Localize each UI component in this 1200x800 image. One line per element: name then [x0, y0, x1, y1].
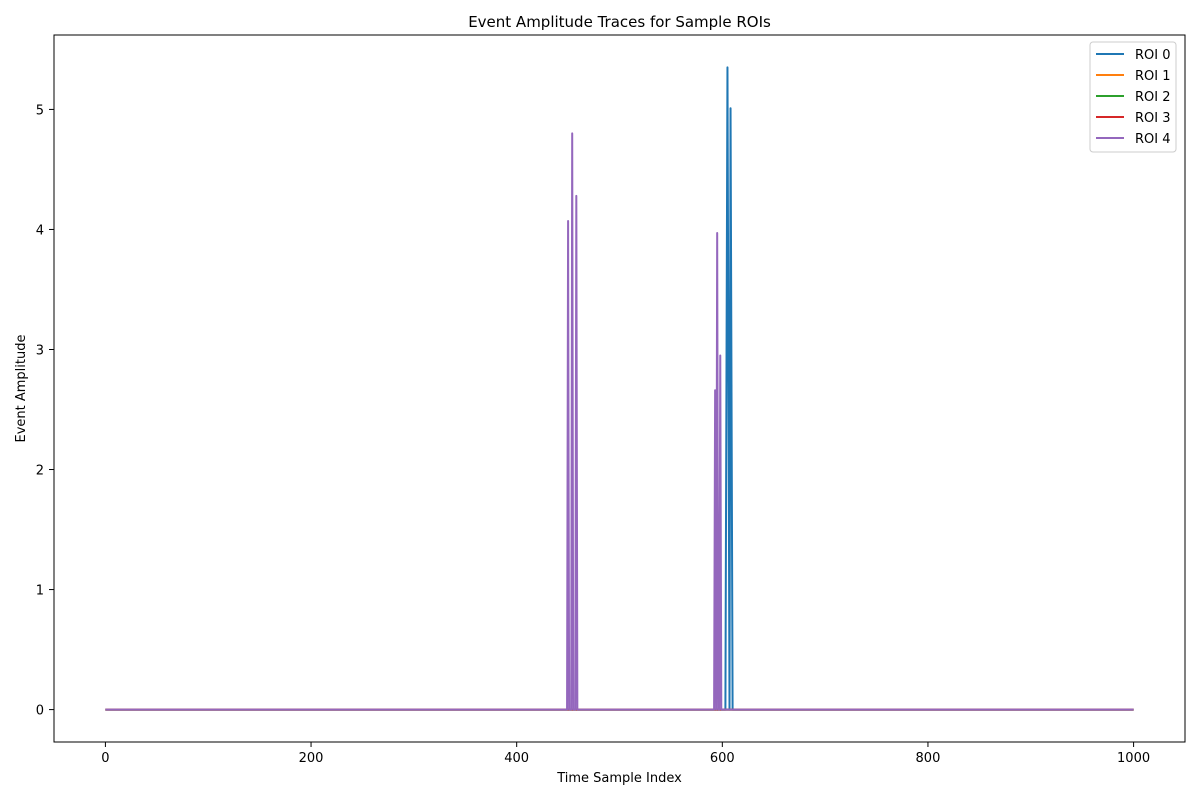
- legend-items: ROI 0 ROI 1 ROI 2 ROI 3 ROI 4: [1096, 48, 1171, 147]
- series-line-roi-4: [105, 132, 1134, 711]
- x-tick-label: 200: [299, 751, 324, 766]
- legend: ROI 0 ROI 1 ROI 2 ROI 3 ROI 4: [1089, 41, 1177, 153]
- x-tick-label: 800: [916, 751, 941, 766]
- series-layer: [105, 66, 1134, 711]
- legend-box: [1089, 41, 1177, 153]
- y-tick-label: 0: [36, 704, 44, 719]
- legend-label-roi-3: ROI 3: [1135, 111, 1171, 126]
- y-axis-label: Event Amplitude: [14, 335, 29, 443]
- plot-area-frame: [53, 34, 1186, 743]
- y-tick-label: 4: [36, 223, 44, 238]
- legend-label-roi-0: ROI 0: [1135, 48, 1171, 63]
- x-tick-label: 0: [101, 751, 109, 766]
- y-tick-label: 2: [36, 464, 44, 479]
- x-tick-label: 400: [504, 751, 529, 766]
- x-axis-ticks: 0 200 400 600 800 1000: [101, 742, 1150, 766]
- y-tick-label: 3: [36, 343, 44, 358]
- x-axis-label: Time Sample Index: [556, 771, 682, 786]
- x-tick-label: 600: [710, 751, 735, 766]
- chart-title: Event Amplitude Traces for Sample ROIs: [468, 13, 771, 31]
- legend-label-roi-4: ROI 4: [1135, 132, 1171, 147]
- x-tick-label: 1000: [1117, 751, 1150, 766]
- legend-label-roi-1: ROI 1: [1135, 69, 1171, 84]
- y-axis-ticks: 0 1 2 3 4 5: [36, 103, 54, 719]
- y-tick-label: 5: [36, 103, 44, 118]
- legend-label-roi-2: ROI 2: [1135, 90, 1171, 105]
- y-tick-label: 1: [36, 584, 44, 599]
